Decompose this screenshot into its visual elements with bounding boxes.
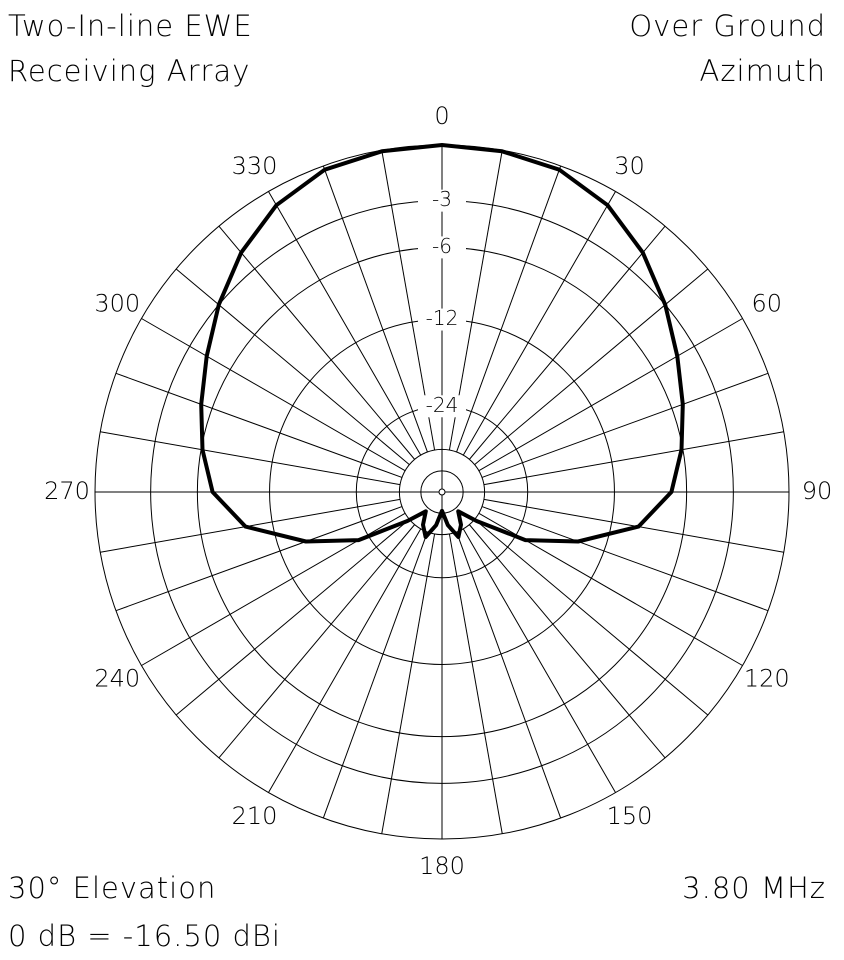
label-bg <box>418 236 466 259</box>
radial-line <box>481 506 769 612</box>
radial-line <box>115 372 403 478</box>
angle-tick-label: 120 <box>744 665 790 693</box>
center-dot <box>438 488 446 496</box>
chart-subtitle: Receiving Array <box>8 54 250 88</box>
radial-line <box>462 191 616 456</box>
radial-line <box>483 431 784 486</box>
r-tick-label: -24 <box>426 393 459 417</box>
radial-line <box>141 318 406 472</box>
radial-line <box>175 518 410 716</box>
angle-tick-label: 330 <box>232 152 278 180</box>
annotation: 3.80 MHz <box>682 871 826 905</box>
radial-line <box>268 528 422 793</box>
radial-line <box>456 531 562 819</box>
angle-tick-label: 270 <box>44 477 90 505</box>
angle-tick-label: 210 <box>232 802 278 830</box>
radial-line <box>448 533 503 834</box>
label-bg <box>418 189 466 212</box>
radial-line <box>481 372 769 478</box>
pattern-line <box>199 143 685 544</box>
radial-line <box>468 524 666 759</box>
radial-line <box>462 528 616 793</box>
radial-line <box>175 268 410 466</box>
radial-line <box>474 268 709 466</box>
radial-line <box>474 518 709 716</box>
radial-line <box>322 531 428 819</box>
label-bg <box>418 308 466 331</box>
radial-line <box>268 191 422 456</box>
annotation: Over Ground <box>629 9 826 43</box>
radial-line <box>218 524 416 759</box>
annotation: 30° Elevation <box>8 871 216 905</box>
chart-title: Two-In-line EWE <box>8 9 253 43</box>
angle-tick-label: 0 <box>434 102 449 130</box>
radial-line <box>218 225 416 460</box>
r-tick-label: -12 <box>426 306 459 330</box>
radial-line <box>115 506 403 612</box>
angle-tick-label: 300 <box>94 290 140 318</box>
r-tick-label: -6 <box>432 234 452 258</box>
radial-line <box>456 165 562 453</box>
angle-tick-label: 60 <box>751 290 782 318</box>
angle-tick-label: 180 <box>419 852 465 880</box>
angle-tick-label: 240 <box>94 665 140 693</box>
radial-line <box>322 165 428 453</box>
annotation: Azimuth <box>700 54 827 88</box>
r-tick-label: -3 <box>432 187 452 211</box>
annotation: 0 dB = -16.50 dBi <box>8 919 281 953</box>
radial-line <box>381 533 436 834</box>
radial-line <box>468 225 666 460</box>
angle-tick-label: 30 <box>614 152 645 180</box>
radial-line <box>100 431 401 486</box>
label-bg <box>418 395 466 418</box>
angle-tick-label: 150 <box>607 802 653 830</box>
radial-line <box>478 318 743 472</box>
angle-tick-label: 90 <box>802 477 833 505</box>
